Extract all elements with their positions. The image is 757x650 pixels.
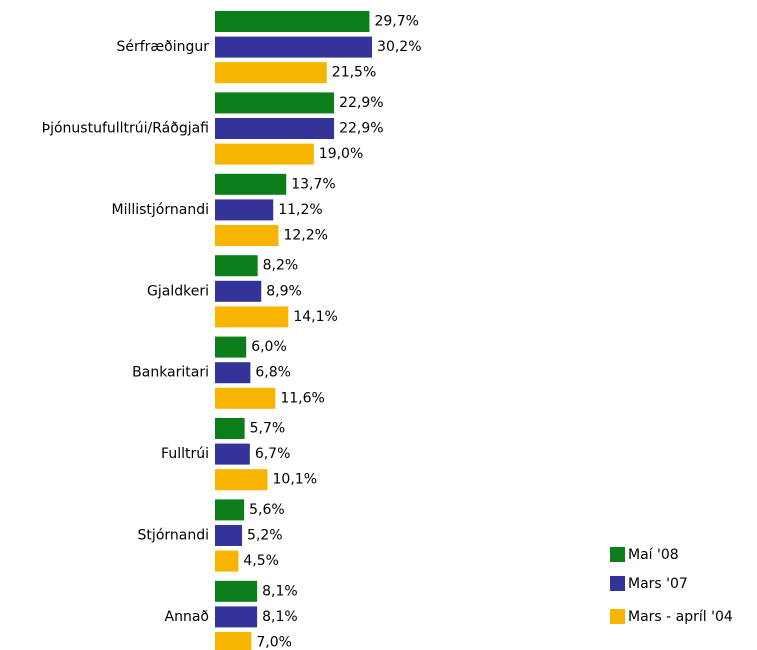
bar	[215, 36, 373, 58]
bar	[215, 306, 289, 328]
value-label: 5,7%	[250, 421, 286, 437]
legend-label: Mars '07	[628, 576, 688, 592]
value-label: 22,9%	[339, 95, 383, 111]
category-label: Annað	[165, 609, 209, 625]
value-label: 8,1%	[262, 583, 298, 599]
value-label: 5,6%	[249, 502, 285, 518]
value-label: 13,7%	[291, 176, 335, 192]
value-label: 7,0%	[256, 635, 292, 650]
category-label: Gjaldkeri	[147, 283, 209, 299]
bar	[215, 11, 370, 32]
bar	[215, 118, 335, 139]
value-label: 29,7%	[374, 14, 418, 30]
legend-swatch	[610, 547, 625, 562]
value-label: 8,9%	[266, 283, 302, 299]
legend-swatch	[610, 609, 625, 624]
bar	[215, 92, 335, 114]
bar	[215, 255, 258, 277]
value-label: 6,0%	[251, 339, 287, 355]
value-label: 10,1%	[273, 472, 317, 488]
category-label: Bankaritari	[132, 365, 209, 381]
value-label: 6,7%	[255, 446, 291, 462]
category-label: Stjórnandi	[138, 528, 209, 544]
value-label: 14,1%	[293, 309, 337, 325]
legend-label: Mars - apríl '04	[628, 609, 733, 625]
bar	[215, 62, 327, 84]
legend-label: Maí '08	[628, 547, 679, 563]
bar	[215, 336, 247, 358]
value-label: 22,9%	[339, 121, 383, 137]
bar	[215, 606, 258, 628]
category-label: Þjónustufulltrúi/Ráðgjafi	[42, 121, 209, 137]
value-label: 19,0%	[319, 146, 363, 162]
bar	[215, 280, 262, 302]
value-label: 30,2%	[377, 39, 421, 55]
bar	[215, 362, 251, 384]
bar	[215, 199, 274, 221]
value-label: 11,2%	[278, 202, 322, 218]
bar	[215, 225, 279, 246]
value-label: 12,2%	[283, 228, 327, 244]
category-label: Sérfræðingur	[116, 39, 209, 55]
value-label: 21,5%	[332, 65, 376, 81]
bar	[215, 580, 258, 602]
category-label: Fulltrúi	[161, 446, 209, 462]
bar	[215, 387, 276, 409]
bar	[215, 499, 245, 521]
bar	[215, 143, 314, 165]
bar	[215, 525, 243, 546]
bar	[215, 443, 250, 465]
bar	[215, 418, 245, 439]
bar	[215, 550, 239, 572]
legend-swatch	[610, 576, 625, 591]
bar	[215, 469, 268, 491]
value-label: 5,2%	[247, 528, 283, 544]
value-label: 11,6%	[280, 390, 324, 406]
value-label: 8,2%	[263, 258, 299, 274]
category-label: Millistjórnandi	[112, 202, 210, 218]
bar	[215, 632, 252, 650]
value-label: 8,1%	[262, 609, 298, 625]
value-label: 4,5%	[243, 553, 279, 569]
bar	[215, 173, 287, 195]
value-label: 6,8%	[255, 365, 291, 381]
